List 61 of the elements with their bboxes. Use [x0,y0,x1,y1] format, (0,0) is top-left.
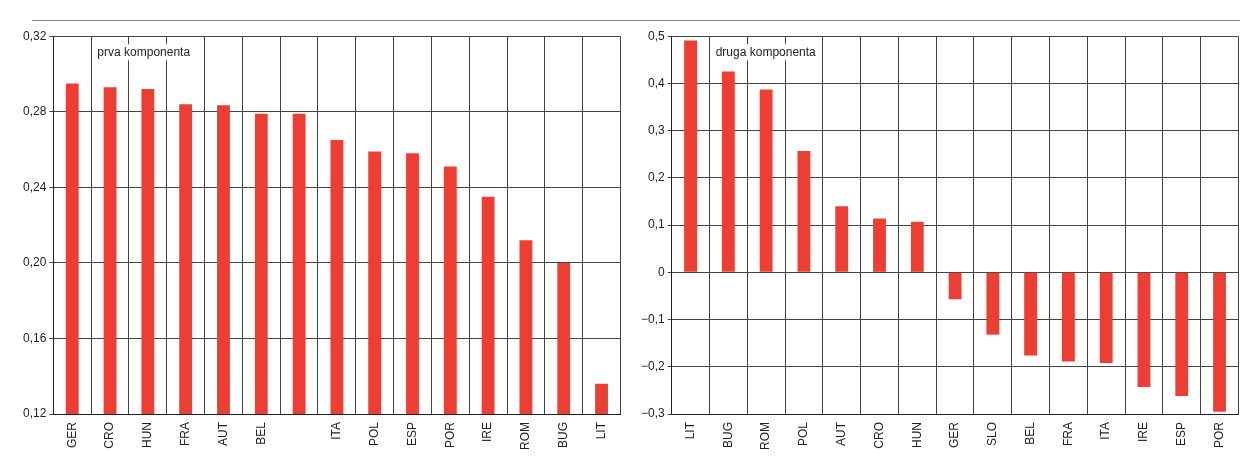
x-tick-label: ITA [329,422,344,440]
x-tick-label: ITA [1098,422,1113,440]
x-tick-label: FRA [1060,422,1075,446]
x-tick-label: CRO [102,422,117,449]
x-tick-label: GER [64,421,79,449]
x-tick-label: SLO [985,422,1000,447]
x-tick-label: BUG [720,422,735,449]
x-tick-label: HUN [140,422,155,448]
bar [1061,272,1075,362]
x-tick-label: ROM [518,422,533,450]
x-tick-label: IRE [1136,422,1151,443]
y-tick-label: 0,3 [648,122,666,137]
annotation: druga komponenta [715,44,817,59]
bar [873,218,886,272]
x-tick-label: AUT [215,421,230,446]
x-tick-label: LIT [593,421,608,440]
bar [835,206,849,272]
bar [684,40,697,272]
x-tick-label: POR [1211,421,1226,449]
y-tick-label: 0,12 [23,406,47,421]
y-tick-label: 0,2 [648,170,666,185]
x-tick-label: FRA [177,422,192,446]
x-tick-label: ESP [1174,422,1189,447]
x-tick-label: AUT [834,421,849,446]
bar [1175,272,1189,397]
y-tick-label: 0,20 [23,255,47,270]
x-tick-label: BUG [556,422,571,449]
y-tick-label: −0,2 [640,359,665,374]
bar [759,89,773,272]
y-tick-label: 0 [658,264,665,279]
y-tick-label: −0,1 [640,311,665,326]
bar [948,272,962,300]
bar [1099,272,1113,363]
y-tick-label: 0,16 [23,330,47,345]
x-tick-label: POL [796,421,811,447]
y-tick-label: 0,4 [648,75,666,90]
y-tick-label: 0,1 [648,217,666,232]
bar [1137,272,1151,388]
x-tick-label: POR [442,421,457,449]
x-tick-label: ROM [758,422,773,450]
x-tick-label: CRO [871,422,886,449]
x-tick-label: GER [947,421,962,449]
x-tick-label: POL [367,421,382,447]
x-tick-label: LIT [682,421,697,440]
annotation: prva komponenta [97,44,191,59]
bar [986,272,1000,335]
y-tick-label: 0,32 [23,28,47,43]
bar [910,221,924,272]
bar [1024,272,1038,356]
y-tick-label: 0,28 [23,104,47,119]
bar [797,150,811,272]
x-tick-label: ESP [404,422,419,447]
x-tick-label: HUN [909,422,924,448]
bar [1213,272,1226,412]
bar [721,71,735,272]
y-tick-label: 0,5 [648,28,666,43]
x-tick-label: BEL [253,421,268,445]
y-tick-label: 0,24 [23,179,47,194]
x-tick-label: BEL [1022,421,1037,445]
y-tick-label: −0,3 [640,406,665,421]
x-tick-label: IRE [480,422,495,443]
